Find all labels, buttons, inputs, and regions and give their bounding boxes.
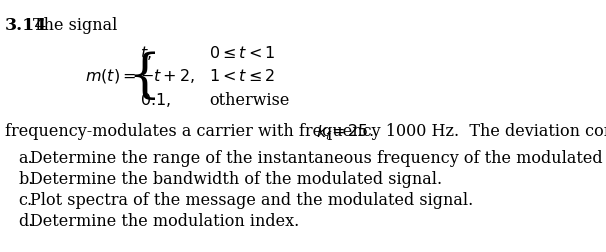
Text: c.: c. bbox=[18, 191, 32, 208]
Text: Determine the modulation index.: Determine the modulation index. bbox=[30, 212, 299, 229]
Text: $0.1,$: $0.1,$ bbox=[141, 91, 171, 109]
Text: Determine the bandwidth of the modulated signal.: Determine the bandwidth of the modulated… bbox=[30, 170, 442, 187]
Text: Plot spectra of the message and the modulated signal.: Plot spectra of the message and the modu… bbox=[30, 191, 473, 208]
Text: $m(t) =$: $m(t) =$ bbox=[85, 67, 136, 85]
Text: frequency-modulates a carrier with frequency 1000 Hz.  The deviation constant is: frequency-modulates a carrier with frequ… bbox=[5, 122, 606, 139]
Text: $k_f$: $k_f$ bbox=[316, 122, 333, 141]
Text: d.: d. bbox=[18, 212, 34, 229]
Text: $1 < t \leq 2$: $1 < t \leq 2$ bbox=[209, 67, 275, 84]
Text: $t,$: $t,$ bbox=[141, 44, 152, 62]
Text: $-t + 2,$: $-t + 2,$ bbox=[141, 67, 195, 85]
Text: 3.14: 3.14 bbox=[5, 17, 48, 34]
Text: {: { bbox=[127, 50, 161, 101]
Text: $0 \leq t < 1$: $0 \leq t < 1$ bbox=[209, 44, 275, 61]
Text: $= 25.$: $= 25.$ bbox=[328, 122, 373, 139]
Text: a.: a. bbox=[18, 149, 33, 166]
Text: The signal: The signal bbox=[33, 17, 117, 34]
Text: otherwise: otherwise bbox=[209, 91, 289, 108]
Text: Determine the range of the instantaneous frequency of the modulated signal.: Determine the range of the instantaneous… bbox=[30, 149, 606, 166]
Text: b.: b. bbox=[18, 170, 34, 187]
